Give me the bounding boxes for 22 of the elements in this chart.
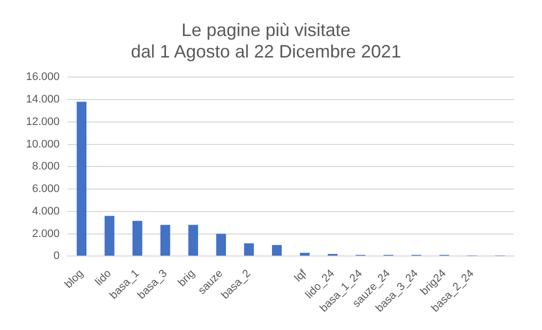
y-tick-label: 2.000 [32,228,60,240]
y-tick-label: 6.000 [32,183,60,196]
bar [104,216,114,256]
y-tick-label: 12.000 [26,116,60,128]
y-tick-label: 0 [54,250,60,262]
bar [76,102,86,256]
y-tick-label: 10.000 [26,138,60,150]
y-tick-label: 14.000 [26,94,60,106]
bar [160,224,170,256]
x-tick-label: lido [93,268,114,288]
x-tick-label: brig [176,268,198,290]
y-tick-label: 8.000 [32,160,60,173]
x-tick-label: blog [62,268,86,291]
y-tick-label: 4.000 [32,205,60,218]
y-tick-label: 16.000 [26,71,60,84]
bar [216,234,226,256]
bar [272,244,282,256]
bar [132,220,142,256]
bar [188,224,198,256]
x-tick-label: lqf [292,266,310,284]
bar [244,243,254,256]
chart-title: Le pagine più visitate dal 1 Agosto al 22 Dicembre 2021 [130,20,402,62]
